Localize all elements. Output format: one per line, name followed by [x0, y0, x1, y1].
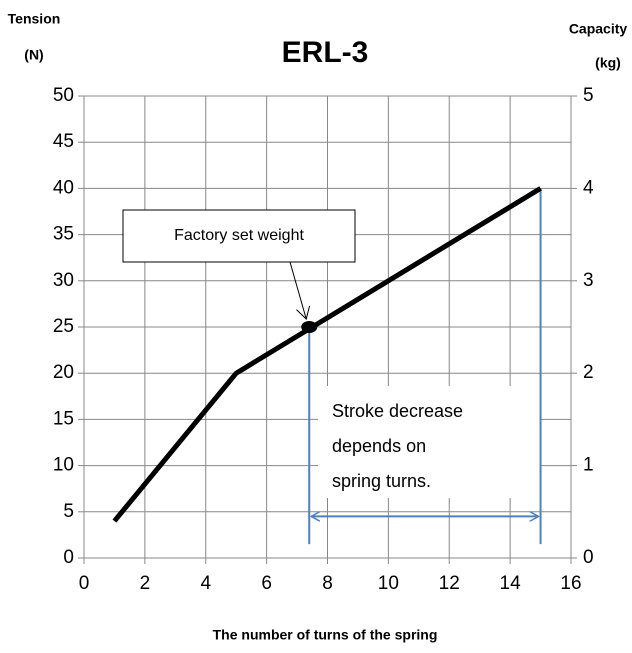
factory-label: Factory set weight: [174, 227, 304, 244]
stroke-text-box: [318, 386, 540, 498]
y-tick-label: 10: [53, 455, 74, 476]
x-tick-label: 6: [261, 573, 272, 594]
y2-axis-label: Capacity: [569, 21, 628, 37]
stroke-text: depends on: [332, 436, 426, 456]
x-tick-label: 4: [200, 573, 211, 594]
y2-tick-label: 1: [583, 455, 594, 476]
y-axis-label: (N): [24, 47, 43, 63]
y-axis-label: Tension: [8, 11, 61, 27]
y-tick-label: 35: [53, 224, 74, 245]
factory-point: [301, 321, 318, 333]
chart-title: ERL-3: [282, 36, 369, 69]
x-tick-label: 2: [140, 573, 151, 594]
stroke-text: Stroke decrease: [332, 401, 463, 421]
y2-tick-label: 3: [583, 270, 594, 291]
y-tick-label: 5: [63, 501, 74, 522]
x-axis-label: The number of turns of the spring: [213, 627, 438, 643]
y-tick-label: 15: [53, 408, 74, 429]
x-tick-label: 0: [79, 573, 90, 594]
y2-axis-label: (kg): [595, 55, 621, 71]
y2-tick-label: 0: [583, 547, 594, 568]
y-tick-label: 50: [53, 85, 74, 106]
x-tick-label: 10: [378, 573, 399, 594]
x-tick-label: 8: [322, 573, 333, 594]
factory-label-box: [122, 209, 356, 263]
x-tick-label: 14: [500, 573, 522, 594]
data-line: [112, 186, 542, 523]
x-tick-label: 12: [439, 573, 460, 594]
y-tick-label: 45: [53, 131, 74, 152]
y-tick-label: 0: [63, 547, 74, 568]
y2-tick-label: 4: [583, 177, 594, 198]
x-tick-label: 16: [560, 573, 581, 594]
y-tick-label: 20: [53, 362, 74, 383]
y2-tick-label: 2: [583, 362, 594, 383]
y2-tick-label: 5: [583, 85, 594, 106]
y-tick-label: 25: [53, 316, 74, 337]
plot-frame: [83, 95, 572, 559]
factory-arrow: [289, 261, 306, 319]
stroke-text: spring turns.: [332, 471, 431, 491]
y-tick-label: 40: [53, 177, 74, 198]
y-tick-label: 30: [53, 270, 74, 291]
